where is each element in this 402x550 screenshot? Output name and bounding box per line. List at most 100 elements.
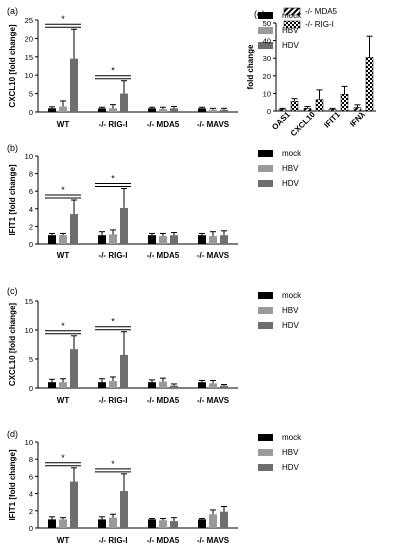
legend-label-mock: mock xyxy=(282,291,302,300)
x-tick-label: CXCL10 xyxy=(289,110,317,138)
y-tick-label: 50 xyxy=(263,19,271,28)
legend-label-hbv: HBV xyxy=(282,306,299,315)
legend-label-hdv: HDV xyxy=(282,321,300,330)
x-tick-label: -/- MDA5 xyxy=(147,120,180,129)
legend-label-hbv: HBV xyxy=(282,164,299,173)
bar-mock xyxy=(148,108,156,112)
y-tick-label: 10 xyxy=(25,438,33,447)
y-tick-label: 20 xyxy=(25,34,33,43)
bar-hbv xyxy=(59,106,67,112)
legend-swatch-hdv xyxy=(258,42,273,49)
y-tick-label: 0 xyxy=(29,384,33,393)
panel-label: (a) xyxy=(7,6,18,16)
x-tick-label: -/- MDA5 xyxy=(147,396,180,405)
legend-swatch-hbv xyxy=(258,165,273,172)
bar-mock xyxy=(148,519,156,528)
legend-swatch-hbv xyxy=(258,449,273,456)
significance-star: * xyxy=(61,185,65,195)
legend-swatch-mock xyxy=(258,150,273,157)
y-tick-label: 10 xyxy=(263,89,271,98)
bar-hdv xyxy=(170,235,178,244)
bar-hdv xyxy=(120,354,128,388)
x-tick-label: -/- MDA5 xyxy=(147,251,180,260)
significance-star: * xyxy=(61,14,65,24)
bar-rigi xyxy=(365,57,374,112)
y-tick-label: 2 xyxy=(29,507,33,516)
significance-star: * xyxy=(111,459,115,469)
y-tick-label: 5 xyxy=(29,355,33,364)
legend-label-hdv: HDV xyxy=(282,41,300,50)
bar-hdv xyxy=(120,93,128,112)
x-tick-label: -/- RIG-I xyxy=(99,396,128,405)
panel-label: (c) xyxy=(7,286,18,296)
y-tick-label: 25 xyxy=(25,16,33,25)
x-tick-label: -/- MAVS xyxy=(197,396,230,405)
x-tick-label: WT xyxy=(57,251,70,260)
bar-hbv xyxy=(159,381,167,388)
legend-swatch-hbv xyxy=(258,27,273,34)
bar-mda5 xyxy=(353,107,362,112)
y-tick-label: 10 xyxy=(25,152,33,161)
y-axis-title: CXCL10 [fold change] xyxy=(8,303,17,386)
bar-mock xyxy=(48,519,56,528)
significance-star: * xyxy=(61,453,65,463)
y-axis-title: CXCL10 [fold change] xyxy=(8,24,17,107)
bar-mda5 xyxy=(278,108,287,112)
bar-hbv xyxy=(109,234,117,244)
bar-mock xyxy=(148,235,156,244)
bar-mock xyxy=(198,235,206,244)
y-tick-label: 6 xyxy=(29,187,33,196)
x-tick-label: OAS1 xyxy=(270,110,292,132)
significance-star: * xyxy=(111,174,115,184)
chart-panel-b: (b) 0 2 4 6 8 10 IFIT1 [fold change] WT -/- RIG-I… xyxy=(7,143,302,260)
bar-hdv xyxy=(170,521,178,528)
bar-hbv xyxy=(59,519,67,528)
chart-panel-c: (c) 0 5 10 15 CXCL10 [fold change] WT -/- RIG-I… xyxy=(7,286,302,405)
y-tick-label: 15 xyxy=(25,297,33,306)
bar-hbv xyxy=(159,236,167,244)
y-tick-label: 4 xyxy=(29,490,33,499)
legend-swatch-mock xyxy=(258,292,273,299)
legend-label-mock: mock xyxy=(282,433,302,442)
significance-star: * xyxy=(111,66,115,76)
y-tick-label: 0 xyxy=(29,524,33,533)
bar-hbv xyxy=(159,520,167,528)
bar-rigi xyxy=(340,94,349,112)
bar-mda5 xyxy=(328,108,337,112)
y-tick-label: 0 xyxy=(29,108,33,117)
bar-mda5 xyxy=(303,108,312,112)
bar-mock xyxy=(98,382,106,388)
panel-label: (e) xyxy=(254,9,265,19)
bar-mock xyxy=(48,108,56,112)
legend-label-hbv: HBV xyxy=(282,26,299,35)
legend-swatch-mock xyxy=(258,434,273,441)
bar-hdv xyxy=(220,109,228,112)
significance-star: * xyxy=(111,317,115,327)
x-tick-label: -/- MAVS xyxy=(197,120,230,129)
x-tick-label: WT xyxy=(57,536,70,545)
bar-hdv xyxy=(220,235,228,244)
bar-hdv xyxy=(70,58,78,112)
legend-label-hdv: HDV xyxy=(282,463,300,472)
legend-swatch-hbv xyxy=(258,307,273,314)
x-tick-label: -/- MDA5 xyxy=(147,536,180,545)
bar-hdv xyxy=(120,491,128,528)
y-tick-label: 10 xyxy=(25,71,33,80)
bar-hdv xyxy=(70,481,78,528)
bar-hbv xyxy=(159,109,167,112)
y-axis-title: fold change xyxy=(246,44,255,89)
bar-mock xyxy=(48,235,56,244)
bar-hbv xyxy=(109,517,117,528)
x-tick-label: -/- RIG-I xyxy=(99,120,128,129)
legend-swatch-rigi xyxy=(283,20,301,29)
legend-label-mock: mock xyxy=(282,11,302,20)
bar-hdv xyxy=(220,385,228,388)
bar-hbv xyxy=(209,383,217,388)
chart-panel-d: (d) 0 2 4 6 8 10 IFIT1 [fold change] WT -/- RIG-I… xyxy=(7,429,302,545)
legend-swatch-hdv xyxy=(258,180,273,187)
significance-star: * xyxy=(61,321,65,331)
bar-hdv xyxy=(120,207,128,244)
y-tick-label: 0 xyxy=(267,107,271,116)
